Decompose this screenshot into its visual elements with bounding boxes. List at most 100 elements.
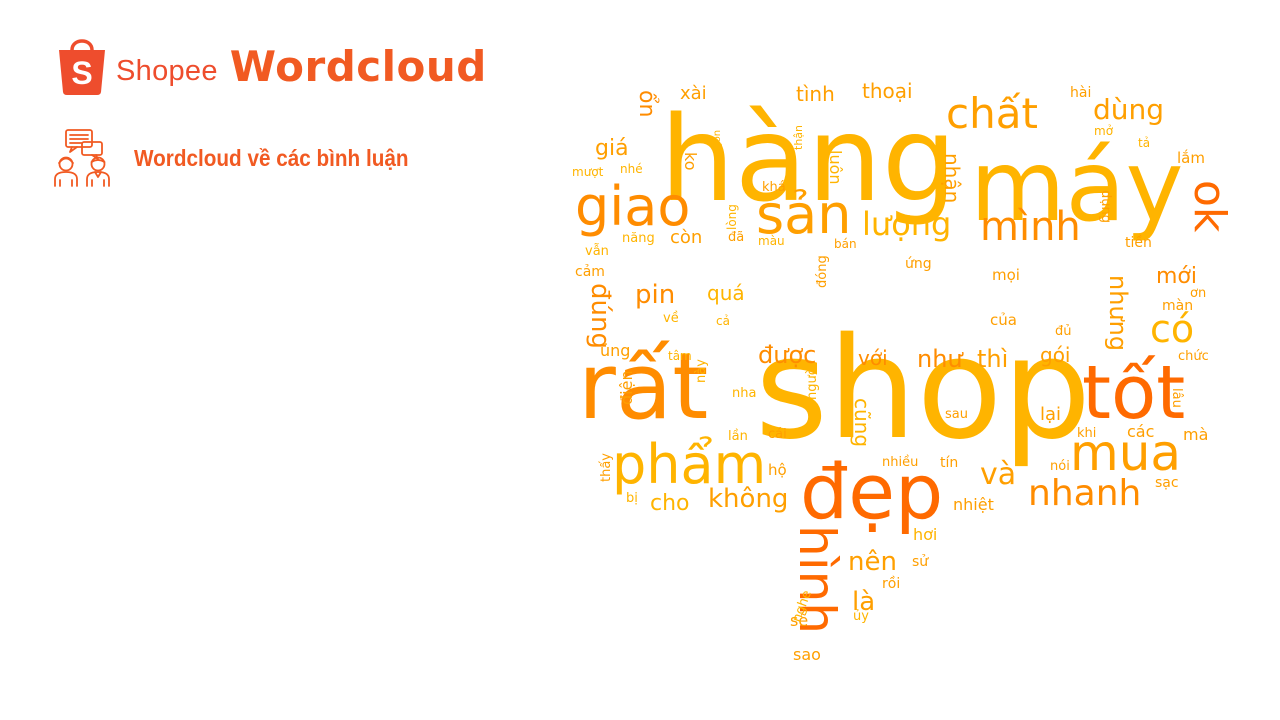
cloud-word: lắm [1177,149,1205,167]
cloud-word: màu [758,234,785,248]
cloud-word: mình [980,204,1081,250]
cloud-word: sản [756,183,851,246]
cloud-word: không [708,484,788,514]
cloud-word: mượt [572,165,604,179]
cloud-word: cái [768,427,787,442]
cloud-word: về [663,311,679,326]
comment-wordcloud: shop hàng máy rất tốt đẹp sản giao chất … [560,70,1240,680]
cloud-word: đủ [1055,324,1072,339]
cloud-word: các [1127,422,1154,441]
cloud-word: hài [1070,85,1091,101]
cloud-word: dụng [1098,190,1113,223]
section-heading: Wordcloud về các bình luận [52,128,439,188]
cloud-word: tiền [1125,234,1152,251]
cloud-word: người [805,364,820,400]
cloud-word: nha [732,386,756,401]
cloud-word: đẹp [800,447,943,536]
cloud-word: được [758,341,816,369]
cloud-word: hàng [660,90,957,228]
cloud-word: bán [834,237,857,251]
cloud-word: ơn [1190,286,1206,301]
cloud-word: ứng [905,256,932,272]
cloud-word: giá [595,136,629,161]
cloud-word: là [852,587,875,617]
cloud-word: nói [1050,459,1070,474]
cloud-word: nên [848,547,897,577]
cloud-word: có [1150,307,1194,351]
cloud-word: nhận [940,153,964,203]
cloud-word: sử [912,554,929,570]
cloud-word: cũng [850,398,874,447]
cloud-word: nhanh [1028,473,1141,514]
cloud-word: còn [670,227,702,248]
cloud-word: xài [680,83,707,104]
cloud-word: điện [617,370,636,405]
cloud-word: ủng [600,341,630,360]
cloud-word: đúng [585,283,615,349]
cloud-word: rất [578,333,708,440]
cloud-word: sau [945,407,968,422]
cloud-word: gói [1040,343,1071,367]
cloud-word: ổn [634,90,659,117]
cloud-word: mới [1156,264,1197,289]
cloud-word: quá [707,281,745,305]
cloud-word: thấy [599,453,614,482]
cloud-word: mở [1094,124,1114,138]
cloud-word: và [980,457,1016,492]
cloud-word: hình [788,525,846,634]
cloud-word: cho [650,491,690,516]
cloud-word: chất [946,89,1038,138]
cloud-word: màn [1162,298,1193,314]
cloud-word: khi [1077,426,1096,441]
cloud-word: lòng [725,204,739,230]
shopee-logo: S Shopee Wordcloud [54,32,487,96]
cloud-word: mà [1183,425,1208,444]
cloud-word: với [858,346,888,370]
cloud-word: sao [793,645,821,664]
cloud-word: ủy [853,609,869,624]
cloud-word: của [990,311,1017,329]
cloud-word: rồi [882,575,900,592]
cloud-word: nhé [620,162,643,176]
cloud-word: tốt [1082,350,1185,436]
bag-letter: S [71,55,92,91]
shopping-bag-icon: S [59,39,105,95]
cloud-word: sẽ [790,611,808,630]
cloud-word: lâu [1169,388,1184,408]
cloud-word: thoại [862,79,913,103]
cloud-word: ko [681,152,700,170]
cloud-word: hộ [768,461,787,479]
cloud-word: hơi [913,525,937,544]
cloud-word: máy [970,130,1184,244]
cloud-word: phẩm [612,433,766,496]
cloud-word: sạc [1155,475,1179,491]
cloud-word: cảm [575,264,605,280]
cloud-word: lần [728,429,748,444]
cloud-word: vẫn [585,244,609,259]
cloud-word: lượng [862,205,951,243]
cloud-word: nhiệt [953,495,994,514]
cloud-word: cả [716,314,730,328]
cloud-word: chức [1178,349,1209,364]
cloud-word: ok [1184,180,1235,233]
cloud-word: tín [940,455,958,471]
cloud-word: nhưng [1104,275,1132,351]
cloud-word: luôn [826,150,845,185]
cloud-word: bị [626,491,638,506]
cloud-word: tả [1138,136,1150,150]
cloud-word: shop [755,308,1091,471]
cloud-word: ngon [712,130,723,155]
cloud-word: thận [792,125,805,150]
cloud-word: đã [728,230,744,245]
brand-name: Shopee [116,54,218,87]
cloud-word: tâm [668,349,692,363]
cloud-word: lại [1040,404,1061,425]
cloud-word: mua [1070,424,1181,482]
cloud-word: năng [622,231,655,246]
people-chat-icon [54,129,110,187]
page-title: Wordcloud [229,41,487,91]
cloud-word: như [917,345,964,373]
section-label: Wordcloud về các bình luận [134,144,409,171]
cloud-word: đóng [815,255,830,288]
cloud-word: nhiều [882,455,918,470]
